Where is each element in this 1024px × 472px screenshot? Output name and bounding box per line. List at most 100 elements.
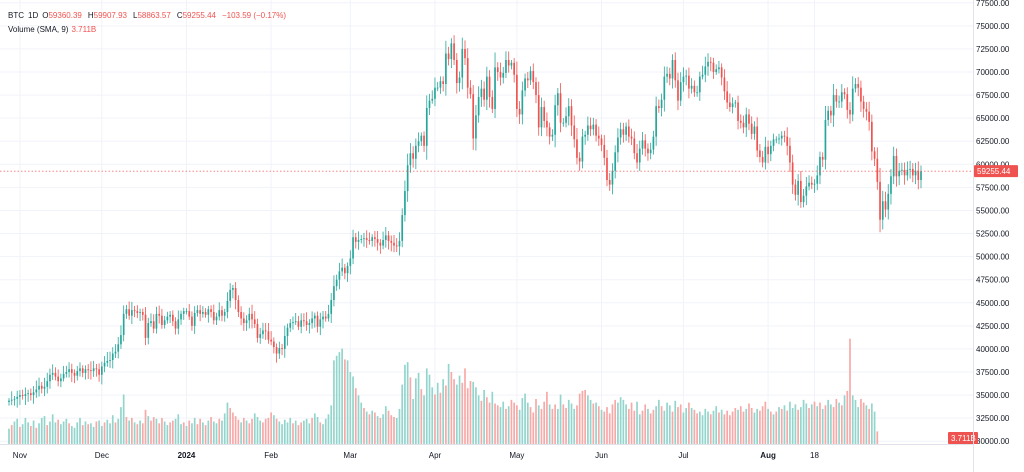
candle <box>68 362 70 378</box>
candle-body <box>769 145 772 155</box>
candle-body <box>873 151 876 159</box>
volume-bar <box>267 417 270 444</box>
volume-bar <box>584 390 586 444</box>
candle-body <box>439 81 442 88</box>
symbol-label[interactable]: BTC <box>8 11 24 20</box>
candle <box>70 363 73 383</box>
candle <box>873 147 876 167</box>
candle-body <box>734 102 737 104</box>
volume-bar <box>382 414 384 444</box>
candle-body <box>576 139 578 158</box>
volume-bar <box>767 408 769 444</box>
candle-body <box>698 76 701 93</box>
candle-body <box>469 87 472 95</box>
candle-body <box>417 141 420 146</box>
volume-bar <box>819 402 821 444</box>
candle-body <box>294 321 297 323</box>
candle <box>600 134 603 152</box>
volume-bar <box>524 393 526 444</box>
candle <box>147 317 150 345</box>
candle <box>29 388 32 401</box>
candle-body <box>106 360 109 363</box>
price-tick-label: 75000.00 <box>976 22 1010 31</box>
candle <box>182 307 185 320</box>
volume-bar <box>554 404 556 444</box>
volume-bar <box>434 394 436 444</box>
candle <box>253 311 256 328</box>
candle <box>10 391 13 406</box>
candle <box>742 115 745 134</box>
volume-bar <box>505 408 507 444</box>
volume-bar <box>401 384 404 444</box>
candle <box>715 64 718 75</box>
candle-body <box>431 98 434 101</box>
candle <box>671 54 674 89</box>
candle-body <box>603 144 606 158</box>
low-legend: L58863.57 <box>133 11 174 20</box>
volume-bar <box>461 382 464 444</box>
volume-bar <box>242 417 245 444</box>
interval-label[interactable]: 1D <box>28 11 39 20</box>
price-tick-label: 40000.00 <box>976 345 1010 354</box>
price-axis[interactable]: 77500.00 75000.00 72500.00 70000.00 67500.00… <box>948 0 1024 472</box>
volume-label[interactable]: Volume (SMA, 9) <box>8 25 69 34</box>
candle <box>578 152 581 171</box>
candle-body <box>379 242 382 246</box>
candle <box>627 119 630 143</box>
volume-bar <box>627 408 630 444</box>
candle-body <box>718 67 720 70</box>
candle-body <box>311 318 313 324</box>
volume-bar <box>117 418 120 444</box>
volume-bar <box>212 421 215 444</box>
candle-body <box>406 165 409 192</box>
candle <box>570 99 573 136</box>
candle <box>903 162 906 185</box>
volume-bar <box>163 421 166 444</box>
price-tick-label: 35000.00 <box>976 391 1010 400</box>
candle-body <box>92 368 95 372</box>
candle-body <box>289 323 292 328</box>
candle-body <box>436 87 439 89</box>
candle <box>840 84 843 108</box>
candle-body <box>27 393 29 395</box>
candle-body <box>98 369 100 375</box>
candle-body <box>731 103 734 108</box>
volume-bar <box>283 419 286 444</box>
candle-body <box>24 394 27 396</box>
last-price-tag <box>974 165 1018 178</box>
time-axis[interactable]: Nov Dec 2024 Feb Mar Apr May Jun Jul Aug 18 <box>0 0 974 472</box>
volume-bar <box>79 417 81 444</box>
volume-bar <box>739 406 742 444</box>
candle-body <box>453 43 455 60</box>
candle <box>726 81 728 110</box>
time-tick-label: Mar <box>343 451 357 460</box>
candle-body <box>791 162 794 185</box>
candle-body <box>707 61 709 67</box>
candle <box>748 109 750 131</box>
candle-body <box>696 92 698 94</box>
volume-bar <box>131 417 133 444</box>
volume-bar <box>202 422 204 444</box>
volume-bar <box>349 372 352 444</box>
candle-body <box>210 309 212 312</box>
candle-body <box>313 315 316 319</box>
volume-bar <box>860 399 862 444</box>
candle <box>630 128 633 145</box>
volume-bar <box>868 408 870 444</box>
candle <box>311 311 313 329</box>
volume-bar <box>114 422 117 444</box>
candle-body <box>10 399 13 401</box>
candle <box>780 131 783 146</box>
candle <box>344 263 346 280</box>
price-tick-label: 55000.00 <box>976 206 1010 215</box>
candle <box>40 381 43 394</box>
candle-body <box>704 66 707 75</box>
candle <box>805 176 808 206</box>
volume-bar <box>712 410 715 444</box>
candle <box>65 365 68 378</box>
candle <box>442 76 445 92</box>
volume-bar <box>611 404 614 444</box>
candle <box>764 136 767 170</box>
candle-body <box>234 288 237 300</box>
